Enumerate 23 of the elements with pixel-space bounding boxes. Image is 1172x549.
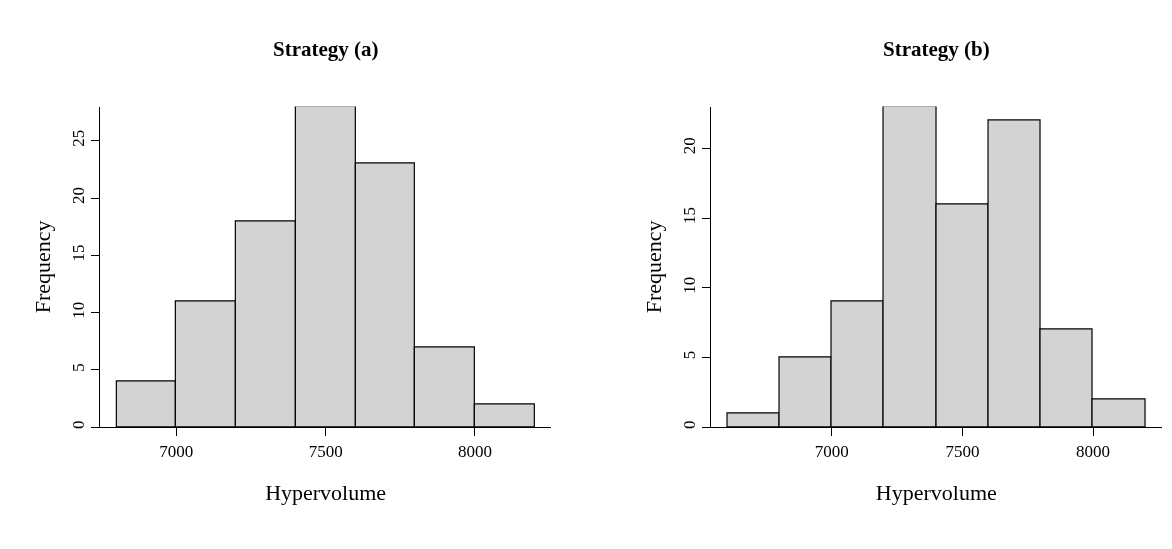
y-tick-label: 5 (679, 350, 699, 360)
y-axis-title: Frequency (29, 220, 55, 314)
y-tick-label: 20 (679, 137, 699, 155)
y-tick-label: 10 (69, 301, 89, 319)
x-tick-label: 7000 (159, 441, 194, 461)
x-axis-title: Hypervolume (875, 480, 997, 506)
y-tick-label: 15 (69, 244, 89, 262)
y-axis-title: Frequency (640, 220, 666, 314)
y-tick-label: 20 (69, 187, 89, 205)
x-tick-label: 8000 (1076, 441, 1111, 461)
x-tick-label: 8000 (457, 441, 492, 461)
y-tick-label: 0 (679, 420, 699, 429)
x-axis-title: Hypervolume (265, 480, 387, 506)
chart-title: Strategy (a) (273, 37, 379, 61)
y-tick-label: 15 (679, 207, 699, 225)
y-tick-label: 5 (69, 363, 89, 372)
y-tick-label: 0 (69, 420, 89, 429)
y-tick-label: 10 (679, 276, 699, 294)
chart-title: Strategy (b) (883, 37, 990, 61)
x-tick-label: 7000 (814, 441, 849, 461)
x-tick-label: 7500 (308, 441, 343, 461)
x-tick-label: 7500 (945, 441, 980, 461)
y-tick-label: 25 (69, 129, 89, 147)
